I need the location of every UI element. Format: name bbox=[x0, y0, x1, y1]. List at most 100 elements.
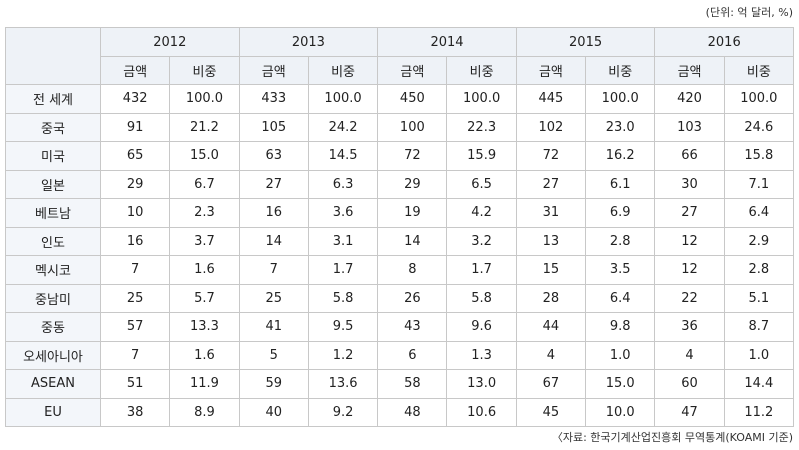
amount-cell: 105 bbox=[238, 112, 309, 142]
amount-cell: 7 bbox=[99, 340, 171, 370]
amount-cell: 25 bbox=[99, 283, 171, 313]
share-cell: 6.7 bbox=[169, 169, 240, 199]
corner-cell bbox=[5, 27, 101, 85]
amount-cell: 60 bbox=[654, 369, 725, 399]
amount-cell: 5 bbox=[238, 340, 309, 370]
amount-cell: 59 bbox=[238, 369, 309, 399]
share-cell: 9.6 bbox=[446, 312, 517, 342]
amount-cell: 4 bbox=[654, 340, 725, 370]
amount-cell: 65 bbox=[99, 141, 171, 171]
region-label: 일본 bbox=[5, 169, 101, 199]
table-row: 베트남 10 2.3 16 3.6 19 4.2 31 6.9 27 6.4 bbox=[5, 198, 795, 228]
amount-cell: 15 bbox=[515, 255, 587, 285]
amount-cell: 10 bbox=[99, 198, 171, 228]
table-row: ASEAN 51 11.9 59 13.6 58 13.0 67 15.0 60 14.4 bbox=[5, 369, 795, 399]
amount-cell: 48 bbox=[377, 397, 448, 427]
amount-cell: 19 bbox=[377, 198, 448, 228]
share-cell: 3.5 bbox=[585, 255, 656, 285]
share-cell: 3.2 bbox=[446, 226, 517, 256]
share-cell: 1.0 bbox=[585, 340, 656, 370]
amount-header: 금액 bbox=[377, 56, 448, 85]
share-cell: 2.9 bbox=[723, 226, 795, 256]
amount-cell: 27 bbox=[515, 169, 587, 199]
amount-cell: 45 bbox=[515, 397, 587, 427]
share-cell: 15.9 bbox=[446, 141, 517, 171]
share-cell: 3.6 bbox=[307, 198, 379, 228]
amount-cell: 13 bbox=[515, 226, 587, 256]
share-cell: 5.8 bbox=[446, 283, 517, 313]
table-row: 중국 91 21.2 105 24.2 100 22.3 102 23.0 103 24.6 bbox=[5, 112, 795, 142]
share-cell: 24.6 bbox=[723, 112, 795, 142]
share-cell: 1.2 bbox=[307, 340, 379, 370]
amount-cell: 58 bbox=[377, 369, 448, 399]
share-cell: 6.1 bbox=[585, 169, 656, 199]
share-cell: 6.9 bbox=[585, 198, 656, 228]
amount-header: 금액 bbox=[654, 56, 725, 85]
share-cell: 13.6 bbox=[307, 369, 379, 399]
amount-cell: 44 bbox=[515, 312, 587, 342]
share-cell: 1.7 bbox=[446, 255, 517, 285]
unit-label: (단위: 억 달러, %) bbox=[705, 6, 793, 19]
share-cell: 9.8 bbox=[585, 312, 656, 342]
amount-cell: 72 bbox=[377, 141, 448, 171]
year-header: 2013 bbox=[238, 27, 379, 57]
amount-cell: 22 bbox=[654, 283, 725, 313]
amount-cell: 103 bbox=[654, 112, 725, 142]
share-cell: 10.0 bbox=[585, 397, 656, 427]
region-label: 미국 bbox=[5, 141, 101, 171]
share-cell: 7.1 bbox=[723, 169, 795, 199]
amount-cell: 12 bbox=[654, 255, 725, 285]
share-cell: 1.3 bbox=[446, 340, 517, 370]
amount-cell: 14 bbox=[377, 226, 448, 256]
amount-cell: 67 bbox=[515, 369, 587, 399]
share-header: 비중 bbox=[169, 56, 240, 85]
region-label: 오세아니아 bbox=[5, 340, 101, 370]
share-cell: 5.8 bbox=[307, 283, 379, 313]
amount-cell: 57 bbox=[99, 312, 171, 342]
share-cell: 6.4 bbox=[585, 283, 656, 313]
share-cell: 4.2 bbox=[446, 198, 517, 228]
amount-cell: 43 bbox=[377, 312, 448, 342]
share-cell: 15.0 bbox=[169, 141, 240, 171]
share-cell: 13.0 bbox=[446, 369, 517, 399]
amount-cell: 40 bbox=[238, 397, 309, 427]
year-header-row: 2012 2013 2014 2015 2016 bbox=[5, 27, 794, 85]
share-cell: 6.3 bbox=[307, 169, 379, 199]
share-header: 비중 bbox=[446, 56, 517, 85]
share-cell: 3.7 bbox=[169, 226, 240, 256]
share-cell: 24.2 bbox=[307, 112, 379, 142]
share-cell: 10.6 bbox=[446, 397, 517, 427]
amount-cell: 26 bbox=[377, 283, 448, 313]
amount-cell: 420 bbox=[654, 84, 725, 114]
table-row: 멕시코 7 1.6 7 1.7 8 1.7 15 3.5 12 2.8 bbox=[5, 255, 795, 285]
region-label: 멕시코 bbox=[5, 255, 101, 285]
table-row: 인도 16 3.7 14 3.1 14 3.2 13 2.8 12 2.9 bbox=[5, 226, 795, 256]
region-label: 전 세계 bbox=[5, 84, 101, 114]
amount-cell: 14 bbox=[238, 226, 309, 256]
year-header: 2014 bbox=[377, 27, 517, 57]
amount-cell: 63 bbox=[238, 141, 309, 171]
table-body: 전 세계 432 100.0 433 100.0 450 100.0 445 100.0 420 1… bbox=[5, 84, 795, 427]
region-label: EU bbox=[5, 397, 101, 427]
amount-cell: 29 bbox=[99, 169, 171, 199]
share-cell: 8.7 bbox=[723, 312, 795, 342]
amount-cell: 38 bbox=[99, 397, 171, 427]
amount-cell: 36 bbox=[654, 312, 725, 342]
amount-header: 금액 bbox=[515, 56, 587, 85]
share-cell: 15.0 bbox=[585, 369, 656, 399]
share-cell: 16.2 bbox=[585, 141, 656, 171]
amount-cell: 7 bbox=[238, 255, 309, 285]
share-cell: 14.5 bbox=[307, 141, 379, 171]
amount-cell: 30 bbox=[654, 169, 725, 199]
amount-cell: 28 bbox=[515, 283, 587, 313]
table-row: 중남미 25 5.7 25 5.8 26 5.8 28 6.4 22 5.1 bbox=[5, 283, 795, 313]
sub-header-row: 금액 비중 금액 비중 금액 비중 금액 비중 금액 비중 bbox=[6, 56, 795, 85]
amount-cell: 16 bbox=[238, 198, 309, 228]
share-cell: 100.0 bbox=[169, 84, 240, 114]
amount-cell: 47 bbox=[654, 397, 725, 427]
amount-cell: 16 bbox=[99, 226, 171, 256]
table-row: 중동 57 13.3 41 9.5 43 9.6 44 9.8 36 8.7 bbox=[5, 312, 795, 342]
share-cell: 13.3 bbox=[169, 312, 240, 342]
region-label: ASEAN bbox=[5, 369, 101, 399]
amount-cell: 27 bbox=[238, 169, 309, 199]
